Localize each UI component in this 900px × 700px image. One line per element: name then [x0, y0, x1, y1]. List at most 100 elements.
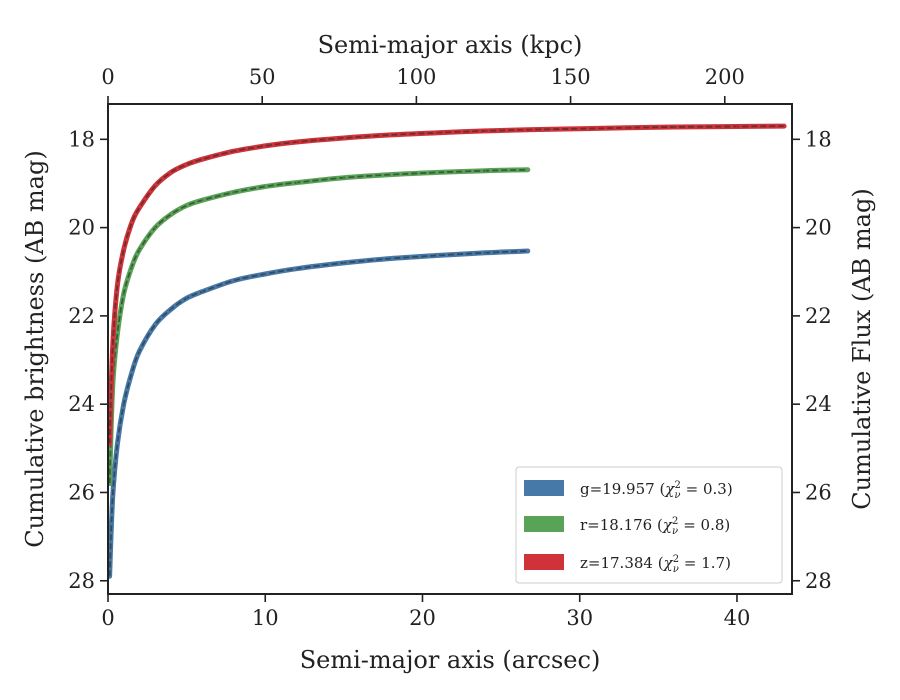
point-z-14 [390, 134, 392, 136]
point-r-14 [390, 174, 392, 176]
point-g-12 [296, 268, 298, 270]
y-tick-label: 26 [68, 480, 95, 504]
ticks-layer: 0 10 20 30 40 0 50 100 150 200 18 18 20 20 22 22 24 24 26 2… [68, 65, 831, 630]
point-r-13 [343, 177, 345, 179]
x2-tick-label: 150 [551, 65, 591, 89]
point-z-20 [673, 126, 675, 128]
point-r-10 [233, 191, 235, 193]
point-r-8 [186, 204, 188, 207]
point-g-11 [264, 273, 266, 275]
x2-tick-label: 50 [249, 65, 276, 89]
point-z-15 [437, 132, 439, 134]
point-z-21 [736, 125, 738, 128]
point-z-4 [131, 222, 133, 224]
y-tick-label: 28 [68, 569, 95, 593]
x-tick-label: 10 [252, 606, 279, 630]
point-r-0 [109, 483, 111, 485]
point-z-16 [484, 130, 486, 132]
point-r-12 [296, 182, 298, 184]
curve-g-band [107, 248, 531, 579]
point-g-1 [112, 496, 114, 498]
x2-axis-title: Semi-major axis (kpc) [318, 31, 583, 59]
legend-label-g: g=19.957 (χν2 = 0.3) [580, 480, 733, 501]
x-axis-title: Semi-major axis (arcsec) [300, 646, 601, 674]
point-z-7 [170, 171, 172, 173]
legend-swatch-z [524, 554, 564, 570]
point-g-3 [123, 403, 125, 405]
point-r-5 [138, 249, 140, 251]
point-z-6 [154, 185, 156, 187]
legend-frame [515, 466, 783, 584]
y2-tick-label: 20 [805, 216, 832, 240]
point-z-3 [123, 249, 125, 251]
curves-layer [107, 123, 787, 579]
point-r-17 [527, 169, 529, 171]
y-tick-label: 20 [68, 216, 95, 240]
y2-tick-label: 24 [805, 392, 832, 416]
point-r-16 [484, 170, 486, 172]
point-g-6 [154, 324, 156, 326]
y2-tick-label: 26 [805, 480, 832, 504]
point-g-0 [109, 575, 111, 577]
point-r-9 [201, 199, 203, 201]
legend-swatch-r [524, 516, 564, 532]
point-r-15 [437, 171, 439, 173]
y2-axis-title: Cumulative Flux (AB mag) [848, 188, 876, 509]
y-axis-title: Cumulative brightness (AB mag) [21, 150, 49, 547]
point-g-2 [116, 443, 118, 445]
point-r-2 [116, 332, 118, 335]
y2-tick-label: 28 [805, 569, 832, 593]
point-g-5 [138, 350, 140, 352]
point-g-17 [527, 250, 529, 252]
curve-z-model [108, 125, 785, 444]
point-g-13 [343, 262, 345, 264]
y-tick-label: 18 [68, 127, 95, 151]
y2-tick-label: 22 [805, 304, 832, 328]
point-z-12 [296, 141, 298, 143]
point-z-10 [233, 150, 235, 152]
point-r-4 [131, 266, 133, 268]
x2-tick-label: 100 [396, 65, 436, 89]
x-tick-label: 20 [409, 606, 436, 630]
x-tick-label: 30 [566, 606, 593, 630]
point-z-11 [264, 145, 266, 147]
point-r-6 [154, 227, 156, 229]
legend-swatch-g [524, 480, 564, 496]
point-g-10 [233, 280, 235, 282]
legend-label-r: r=18.176 (χν2 = 0.8) [580, 516, 730, 537]
x-tick-label: 40 [724, 606, 751, 630]
point-z-13 [343, 137, 345, 139]
point-z-18 [579, 128, 581, 130]
legend-label-z: z=17.384 (χν2 = 1.7) [580, 554, 731, 575]
curve-r-band [107, 167, 531, 487]
legend: g=19.957 (χν2 = 0.3) r=18.176 (χν2 = 0.8… [515, 466, 783, 584]
point-g-8 [186, 297, 188, 299]
point-z-9 [201, 158, 203, 160]
point-g-14 [390, 257, 392, 260]
point-z-19 [626, 127, 628, 129]
y-tick-label: 22 [68, 304, 95, 328]
point-z-8 [186, 163, 188, 166]
point-r-11 [264, 185, 266, 188]
x2-tick-label: 200 [705, 65, 745, 89]
point-r-3 [123, 293, 125, 295]
x2-tick-label: 0 [101, 65, 114, 89]
curve-g-model [108, 250, 528, 577]
x-tick-label: 0 [101, 606, 114, 630]
point-r-7 [170, 213, 172, 215]
point-g-9 [201, 291, 203, 293]
point-g-16 [484, 252, 486, 254]
point-z-5 [138, 207, 140, 209]
point-z-2 [116, 284, 118, 286]
point-z-1 [112, 346, 114, 348]
point-g-7 [170, 308, 172, 310]
point-z-22 [783, 125, 785, 127]
plot-frame [107, 103, 793, 595]
curve-r-model [108, 168, 528, 484]
point-z-17 [532, 129, 534, 131]
point-z-0 [109, 443, 111, 445]
point-g-4 [131, 372, 133, 374]
y2-tick-label: 18 [805, 127, 832, 151]
y-tick-label: 24 [68, 392, 95, 416]
